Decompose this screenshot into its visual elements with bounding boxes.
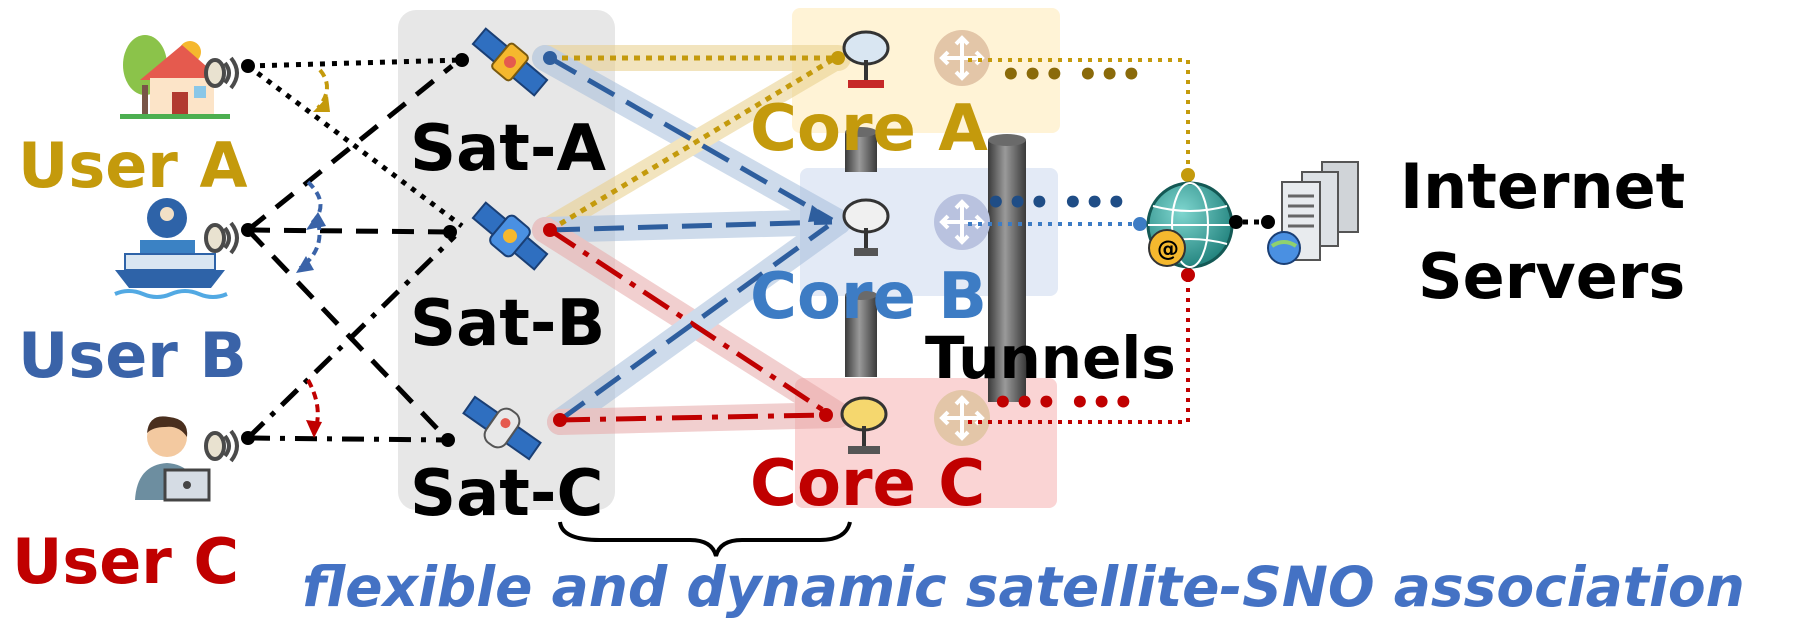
ground-station-icon: [842, 198, 890, 256]
laptop-user-icon: [135, 416, 211, 502]
satellite-panel: [398, 10, 615, 510]
sat-c-label: Sat-C: [410, 457, 603, 531]
satellite-core-links: [548, 55, 838, 423]
association-brace: [558, 521, 852, 557]
server-rack-icon: [1267, 161, 1359, 265]
core-c-label: Core C: [750, 447, 985, 521]
satellite-icon: [462, 395, 542, 461]
satellite-icon: [471, 27, 549, 97]
user-c-label: User C: [12, 525, 239, 598]
svg-text:••• •••: ••• •••: [985, 183, 1127, 223]
core-internet-links: ••• ••• ••• ••• ••• •••: [968, 55, 1195, 424]
globe-server-dot: [1229, 215, 1243, 229]
core-a-label: Core A: [750, 92, 988, 166]
svg-text:••• •••: ••• •••: [1000, 55, 1142, 95]
router-icon: [934, 30, 990, 86]
user-satellite-links: [246, 57, 464, 443]
handover-arrows: [296, 68, 330, 438]
globe-server-dot: [1261, 215, 1275, 229]
router-icon: [934, 390, 990, 446]
house-icon: [120, 35, 230, 119]
ground-station-icon: [842, 30, 890, 88]
satellite-icon: [471, 201, 549, 271]
svg-text:••• •••: ••• •••: [992, 383, 1134, 423]
internet-servers-label: Internet: [1400, 150, 1685, 223]
link-endpoint-dots: [241, 51, 845, 447]
ground-station-icon: [840, 396, 888, 454]
router-icon: [934, 194, 990, 250]
association-caption: flexible and dynamic satellite-SNO assoc…: [302, 555, 1745, 619]
user-b-label: User B: [18, 319, 247, 392]
globe-icon: @: [1146, 181, 1234, 269]
tunnels-label: Tunnels: [925, 324, 1176, 392]
internet-servers-label: Servers: [1418, 240, 1685, 313]
sat-a-label: Sat-A: [410, 112, 606, 186]
user-a-label: User A: [18, 129, 247, 202]
user-antenna-icons: [204, 56, 239, 463]
sat-b-label: Sat-B: [410, 287, 605, 361]
svg-text:@: @: [1157, 237, 1179, 262]
core-b-label: Core B: [750, 260, 987, 334]
tunnel-cylinders: [845, 127, 1026, 402]
ship-icon: [114, 198, 228, 299]
